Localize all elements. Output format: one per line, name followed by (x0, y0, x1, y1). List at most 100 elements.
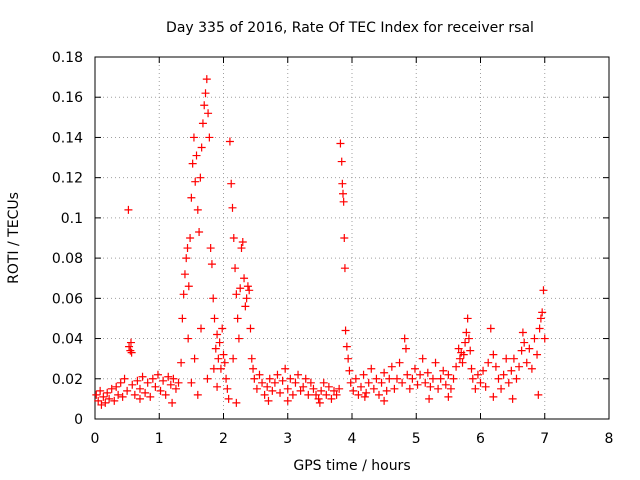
y-tick-label: 0.04 (52, 332, 83, 348)
data-point (177, 358, 186, 367)
data-point (322, 390, 331, 399)
data-point (220, 358, 229, 367)
data-point (219, 350, 228, 359)
data-point (385, 374, 394, 383)
data-point (349, 386, 358, 395)
data-point (512, 374, 521, 383)
data-point (401, 344, 410, 353)
data-point (178, 314, 187, 323)
data-point (159, 376, 168, 385)
data-point (380, 368, 389, 377)
data-point (416, 370, 425, 379)
data-point (186, 234, 195, 242)
data-point (413, 380, 422, 389)
data-point (522, 358, 531, 367)
data-point (380, 396, 389, 405)
data-point (103, 388, 112, 397)
data-point (436, 374, 445, 383)
data-point (538, 308, 547, 317)
data-point (446, 384, 455, 393)
data-point (189, 133, 198, 142)
data-point (473, 370, 482, 379)
data-point (489, 392, 498, 401)
data-point (534, 390, 543, 399)
data-point (161, 390, 170, 399)
y-tick-label: 0.16 (52, 90, 83, 106)
data-point (123, 386, 132, 395)
data-point (398, 378, 407, 387)
y-tick-label: 0.14 (52, 130, 83, 146)
data-point (518, 328, 527, 337)
data-point (125, 342, 134, 351)
data-point (339, 197, 348, 206)
grid-lines (95, 57, 609, 419)
data-point (196, 173, 205, 182)
data-point (479, 366, 488, 375)
data-point (138, 372, 147, 381)
axis-ticks (94, 56, 610, 420)
data-point (330, 386, 339, 395)
data-point (536, 314, 545, 323)
data-point (213, 330, 222, 339)
data-point (317, 386, 326, 395)
data-point (377, 378, 386, 387)
data-point (418, 354, 427, 363)
data-point (434, 384, 443, 393)
data-point (141, 388, 150, 397)
x-axis-label: GPS time / hours (293, 458, 410, 474)
data-point (166, 380, 175, 389)
data-point (148, 374, 157, 383)
data-point (356, 382, 365, 391)
y-tick-label: 0.12 (52, 171, 83, 187)
data-point (344, 354, 353, 363)
data-point (464, 334, 473, 343)
data-point (273, 370, 282, 379)
data-point (168, 398, 177, 407)
data-point (135, 384, 144, 393)
data-point (428, 374, 437, 383)
data-point (229, 234, 238, 242)
data-point (116, 378, 125, 387)
data-point (431, 358, 440, 367)
data-point (533, 350, 542, 359)
data-point (207, 260, 216, 269)
data-point (499, 370, 508, 379)
data-point (169, 374, 178, 383)
data-point (306, 378, 315, 387)
data-point (265, 374, 274, 383)
data-point (315, 398, 324, 407)
data-point (120, 374, 129, 383)
data-point (491, 362, 500, 371)
data-point (236, 284, 245, 293)
data-point (489, 350, 498, 359)
data-point (250, 374, 259, 383)
data-point (112, 382, 121, 391)
data-point (339, 189, 348, 198)
data-point (462, 328, 471, 337)
data-point (444, 392, 453, 401)
x-tick-labels: 0 1 2 3 4 5 6 7 8 (91, 431, 614, 447)
data-point (114, 390, 123, 399)
data-point (198, 119, 207, 128)
data-point (214, 354, 223, 363)
data-point (238, 238, 247, 247)
data-point (301, 374, 310, 383)
data-point (193, 390, 202, 399)
data-point (520, 338, 529, 347)
data-point (507, 366, 516, 375)
x-tick-label: 0 (91, 431, 100, 447)
data-point (539, 286, 548, 295)
data-point (130, 390, 139, 399)
data-point (286, 374, 295, 383)
data-point (135, 394, 144, 403)
data-point (133, 376, 142, 385)
data-point (312, 390, 321, 399)
data-point (190, 354, 199, 363)
data-point (425, 394, 434, 403)
data-point (193, 205, 202, 214)
data-point (192, 151, 201, 160)
data-point (517, 346, 526, 355)
data-point (182, 254, 191, 263)
data-point (444, 370, 453, 379)
data-point (228, 203, 237, 212)
